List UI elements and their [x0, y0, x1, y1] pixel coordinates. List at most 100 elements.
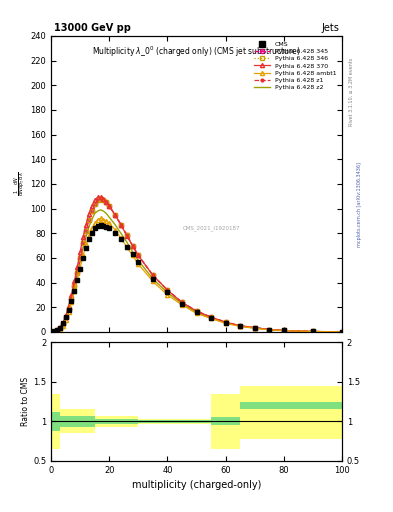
- CMS: [281, 327, 286, 333]
- Pythia 6.428 z2: [223, 319, 228, 326]
- CMS: [209, 315, 213, 322]
- Pythia 6.428 ambt1: [165, 292, 170, 298]
- Pythia 6.428 345: [119, 222, 123, 228]
- Pythia 6.428 z2: [267, 327, 272, 333]
- Pythia 6.428 z2: [209, 315, 213, 322]
- Pythia 6.428 346: [51, 329, 56, 335]
- Pythia 6.428 ambt1: [180, 302, 184, 308]
- Pythia 6.428 370: [194, 308, 199, 314]
- Pythia 6.428 345: [238, 323, 242, 329]
- Line: Pythia 6.428 346: Pythia 6.428 346: [52, 197, 344, 334]
- Pythia 6.428 345: [113, 211, 118, 218]
- Pythia 6.428 346: [119, 222, 123, 228]
- Pythia 6.428 ambt1: [92, 220, 97, 226]
- Pythia 6.428 z1: [107, 203, 112, 209]
- Pythia 6.428 z1: [124, 231, 129, 238]
- Pythia 6.428 346: [98, 196, 103, 202]
- Pythia 6.428 z2: [69, 297, 74, 303]
- Text: Rivet 3.1.10, ≥ 3.2M events: Rivet 3.1.10, ≥ 3.2M events: [349, 58, 354, 126]
- Pythia 6.428 346: [340, 329, 344, 335]
- Pythia 6.428 ambt1: [281, 328, 286, 334]
- Pythia 6.428 370: [95, 195, 100, 201]
- Pythia 6.428 345: [151, 272, 155, 279]
- Pythia 6.428 370: [113, 211, 118, 218]
- Pythia 6.428 z1: [238, 323, 242, 329]
- CMS: [151, 276, 155, 282]
- Pythia 6.428 370: [61, 321, 65, 327]
- Legend: CMS, Pythia 6.428 345, Pythia 6.428 346, Pythia 6.428 370, Pythia 6.428 ambt1, P: CMS, Pythia 6.428 345, Pythia 6.428 346,…: [252, 39, 339, 93]
- Pythia 6.428 z2: [165, 289, 170, 295]
- Pythia 6.428 ambt1: [238, 324, 242, 330]
- CMS: [119, 237, 123, 243]
- Pythia 6.428 345: [194, 308, 199, 314]
- Pythia 6.428 370: [78, 249, 83, 255]
- CMS: [75, 277, 80, 283]
- CMS: [130, 251, 135, 258]
- Pythia 6.428 z2: [55, 328, 59, 334]
- Pythia 6.428 346: [72, 283, 77, 289]
- Pythia 6.428 346: [252, 325, 257, 331]
- Pythia 6.428 ambt1: [209, 315, 213, 322]
- Pythia 6.428 370: [223, 319, 228, 325]
- CMS: [92, 225, 97, 231]
- Pythia 6.428 z1: [86, 217, 91, 223]
- Pythia 6.428 z1: [95, 197, 100, 203]
- Pythia 6.428 z2: [78, 259, 83, 265]
- Pythia 6.428 345: [55, 328, 59, 334]
- CMS: [267, 327, 272, 333]
- Pythia 6.428 346: [81, 240, 85, 246]
- Pythia 6.428 ambt1: [113, 226, 118, 232]
- Line: Pythia 6.428 z2: Pythia 6.428 z2: [54, 210, 342, 332]
- CMS: [55, 327, 59, 333]
- Pythia 6.428 z1: [98, 196, 103, 202]
- Pythia 6.428 ambt1: [81, 252, 85, 259]
- Pythia 6.428 345: [92, 201, 97, 207]
- Pythia 6.428 z2: [90, 217, 94, 223]
- Pythia 6.428 z2: [51, 329, 56, 335]
- Pythia 6.428 ambt1: [194, 310, 199, 316]
- Pythia 6.428 345: [165, 287, 170, 293]
- Pythia 6.428 ambt1: [151, 279, 155, 285]
- Pythia 6.428 346: [95, 197, 100, 203]
- Pythia 6.428 z2: [81, 245, 85, 251]
- Pythia 6.428 z2: [180, 301, 184, 307]
- Pythia 6.428 z1: [223, 319, 228, 325]
- CMS: [252, 325, 257, 331]
- Pythia 6.428 z1: [209, 314, 213, 320]
- Pythia 6.428 345: [90, 208, 94, 214]
- Pythia 6.428 z1: [165, 287, 170, 293]
- Pythia 6.428 346: [267, 327, 272, 333]
- Pythia 6.428 z1: [51, 329, 56, 335]
- Pythia 6.428 ambt1: [267, 327, 272, 333]
- Pythia 6.428 370: [238, 323, 242, 329]
- Pythia 6.428 345: [72, 283, 77, 289]
- Pythia 6.428 370: [136, 252, 141, 259]
- Pythia 6.428 370: [90, 203, 94, 209]
- Text: Jets: Jets: [321, 23, 339, 33]
- CMS: [124, 244, 129, 250]
- Pythia 6.428 370: [84, 222, 88, 228]
- Pythia 6.428 345: [223, 319, 228, 325]
- CMS: [107, 225, 112, 231]
- Pythia 6.428 370: [267, 327, 272, 333]
- Pythia 6.428 z1: [61, 321, 65, 327]
- Pythia 6.428 z2: [75, 272, 80, 279]
- CMS: [180, 301, 184, 307]
- Pythia 6.428 346: [90, 208, 94, 214]
- Pythia 6.428 z2: [66, 307, 71, 313]
- Pythia 6.428 z1: [81, 240, 85, 246]
- Pythia 6.428 345: [61, 321, 65, 327]
- Pythia 6.428 370: [81, 234, 85, 240]
- Pythia 6.428 ambt1: [72, 288, 77, 294]
- Pythia 6.428 z1: [340, 329, 344, 335]
- Pythia 6.428 346: [151, 272, 155, 279]
- Pythia 6.428 z2: [113, 222, 118, 228]
- Line: Pythia 6.428 345: Pythia 6.428 345: [52, 197, 344, 334]
- Pythia 6.428 ambt1: [101, 217, 106, 223]
- CMS: [63, 314, 68, 320]
- CMS: [223, 321, 228, 327]
- Pythia 6.428 370: [124, 232, 129, 239]
- Pythia 6.428 z1: [84, 228, 88, 234]
- Pythia 6.428 z1: [104, 199, 109, 205]
- Pythia 6.428 345: [310, 328, 315, 334]
